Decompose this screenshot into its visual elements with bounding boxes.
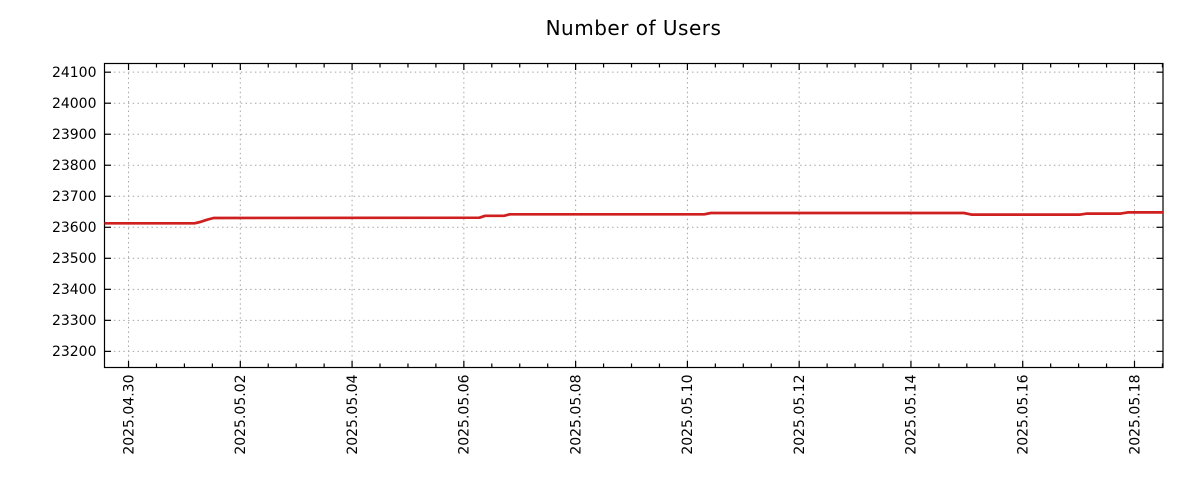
x-tick-labels: 2025.04.30 2025.05.02 2025.05.04 2025.05.06… bbox=[121, 374, 1143, 454]
y-tick-label: 23500 bbox=[52, 251, 97, 267]
x-tick-label: 2025.05.08 bbox=[568, 375, 584, 455]
axis-ticks bbox=[104, 63, 1164, 368]
x-tick-label: 2025.05.14 bbox=[904, 374, 920, 454]
x-tick-label: 2025.04.30 bbox=[121, 375, 137, 455]
y-tick-labels: 23200 23300 23400 23500 23600 23700 23800 23900… bbox=[52, 65, 97, 360]
y-tick-label: 23900 bbox=[52, 127, 97, 143]
plot-frame bbox=[103, 62, 1164, 369]
x-tick-label: 2025.05.10 bbox=[680, 375, 696, 455]
y-tick-label: 23300 bbox=[52, 313, 97, 329]
x-tick-label: 2025.05.18 bbox=[1127, 375, 1143, 455]
x-tick-label: 2025.05.12 bbox=[792, 375, 808, 455]
x-tick-label: 2025.05.06 bbox=[457, 374, 473, 454]
y-tick-label: 24100 bbox=[52, 65, 97, 81]
y-tick-label: 24000 bbox=[52, 96, 97, 112]
y-tick-label: 23800 bbox=[52, 158, 97, 174]
y-tick-label: 23200 bbox=[52, 344, 97, 360]
chart-title: Number of Users bbox=[545, 16, 722, 40]
y-tick-label: 23400 bbox=[52, 282, 97, 298]
y-tick-label: 23700 bbox=[52, 189, 97, 205]
y-tick-label: 23600 bbox=[52, 220, 97, 236]
data-line-users bbox=[104, 211, 1163, 225]
x-tick-label: 2025.05.02 bbox=[233, 375, 249, 455]
x-tick-label: 2025.05.16 bbox=[1015, 374, 1031, 454]
x-tick-label: 2025.05.04 bbox=[345, 374, 361, 454]
